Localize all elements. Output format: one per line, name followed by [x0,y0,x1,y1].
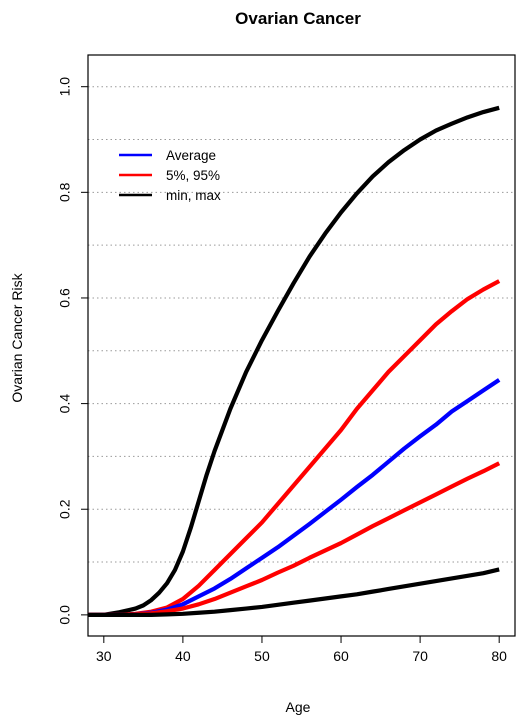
legend-label-percentiles: 5%, 95% [166,168,220,183]
x-tick-label: 60 [333,648,349,664]
legend-label-min-max: min, max [166,188,221,203]
y-tick-label: 1.0 [57,77,73,97]
plot-frame [87,54,516,637]
y-tick-label: 0.2 [57,499,73,519]
x-tick-label: 80 [491,648,507,664]
y-tick-label: 0.0 [57,605,73,625]
y-axis-label: Ovarian Cancer Risk [9,272,25,402]
series-lines [88,105,501,617]
x-tick-label: 30 [96,648,112,664]
chart-title: Ovarian Cancer [235,9,361,28]
legend: Average 5%, 95% min, max [119,148,221,203]
grid-lines [88,86,515,563]
series-line-0 [88,105,500,617]
y-tick-label: 0.8 [57,182,73,202]
y-tick-label: 0.4 [57,394,73,414]
y-tick-label: 0.6 [57,288,73,308]
series-line-3 [88,461,501,617]
x-tick-label: 70 [412,648,428,664]
x-tick-label: 40 [175,648,191,664]
legend-label-average: Average [166,148,216,163]
x-tick-label: 50 [254,648,270,664]
x-axis-label: Age [286,699,311,715]
axes: 30 40 50 60 70 80 0.0 0.2 0.4 0.6 0.8 1.0 [57,77,507,664]
series-line-4 [88,567,500,617]
